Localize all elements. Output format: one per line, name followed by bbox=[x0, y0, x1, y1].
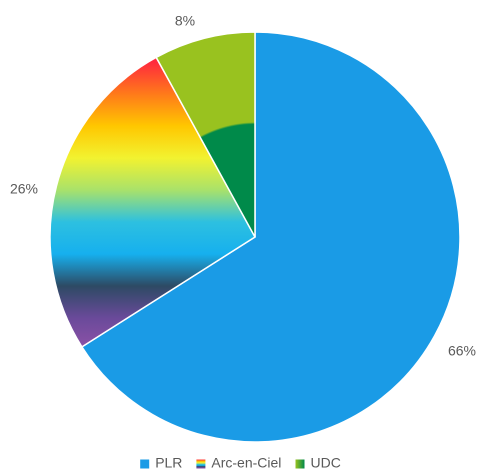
legend-item-udc: UDC bbox=[295, 455, 341, 471]
legend-item-arc-en-ciel: Arc-en-Ciel bbox=[196, 455, 281, 471]
pie-slice-arc-en-ciel bbox=[49, 56, 256, 348]
legend-item-plr: PLR bbox=[140, 455, 182, 471]
data-label-arc-en-ciel: 26% bbox=[10, 181, 38, 197]
legend-swatch bbox=[295, 459, 305, 469]
legend-label: PLR bbox=[155, 455, 182, 471]
legend-label: Arc-en-Ciel bbox=[211, 455, 281, 471]
data-label-plr: 66% bbox=[448, 343, 476, 359]
legend-label: UDC bbox=[311, 455, 341, 471]
pie-slice-plr bbox=[80, 31, 461, 443]
pie-slice-udc bbox=[155, 31, 256, 238]
data-label-udc: 8% bbox=[175, 13, 195, 29]
legend-swatch bbox=[196, 459, 206, 469]
legend-swatch bbox=[140, 459, 150, 469]
